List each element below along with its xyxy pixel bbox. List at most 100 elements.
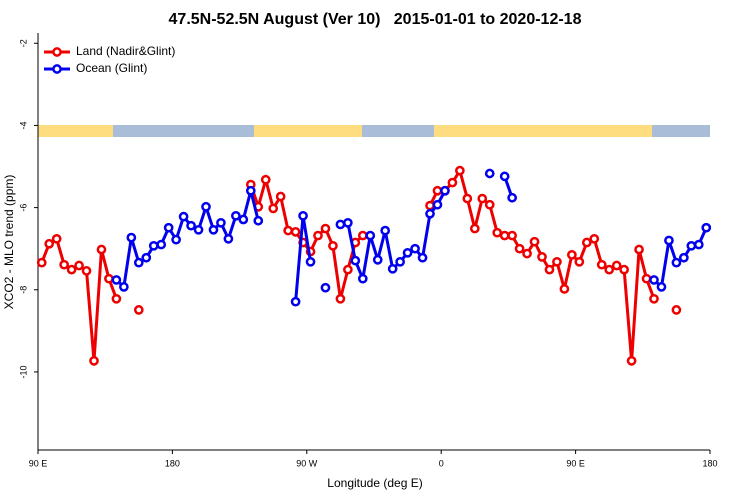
data-point [507, 230, 517, 241]
data-point [171, 234, 181, 245]
data-point [477, 193, 488, 204]
data-point [89, 355, 99, 366]
data-point [410, 243, 420, 254]
legend-marker [52, 47, 62, 57]
data-point [283, 225, 293, 236]
land-ocean-strip [38, 125, 710, 137]
series-line [115, 190, 260, 290]
data-point [656, 282, 667, 292]
data-point [462, 193, 473, 204]
data-point [119, 282, 129, 292]
data-point [387, 263, 398, 274]
land-strip [434, 125, 652, 137]
data-point [335, 219, 346, 230]
y-tick-label: -10 [18, 365, 28, 378]
y-tick-label: -4 [18, 121, 28, 129]
legend-label: Ocean (Glint) [76, 61, 147, 75]
data-point [634, 244, 644, 255]
data-point [432, 199, 443, 210]
data-point [96, 244, 107, 255]
data-point [574, 256, 585, 267]
data-point [223, 233, 234, 244]
data-point [275, 191, 286, 202]
data-point [469, 223, 480, 234]
data-point [357, 230, 368, 241]
data-point [163, 222, 174, 233]
data-point [537, 252, 547, 262]
data-point [492, 227, 503, 238]
data-point [253, 215, 264, 226]
data-point [671, 305, 682, 315]
data-point [44, 238, 55, 249]
legend-marker [52, 64, 62, 74]
data-point [581, 237, 592, 248]
data-point [133, 305, 144, 315]
data-point [686, 240, 697, 251]
data-point [141, 252, 152, 263]
data-point [626, 355, 637, 366]
data-point [484, 199, 495, 210]
data-point [201, 201, 211, 212]
x-tick-label: 180 [165, 458, 180, 468]
data-point [425, 200, 435, 211]
data-point [298, 210, 308, 221]
data-point [208, 224, 219, 235]
legend-label: Land (Nadir&Glint) [76, 44, 175, 58]
data-point [290, 296, 301, 307]
data-point [484, 168, 495, 179]
data-point [148, 240, 159, 251]
data-point [402, 247, 413, 258]
data-point [664, 235, 674, 246]
chart-title: 47.5N-52.5N August (Ver 10) 2015-01-01 t… [169, 11, 582, 28]
data-point [320, 223, 331, 234]
x-tick-label: 90 E [566, 458, 585, 468]
data-point [417, 252, 428, 263]
data-point [260, 174, 271, 185]
x-tick-label: 90 E [29, 458, 48, 468]
data-point [372, 254, 383, 265]
data-point [611, 260, 622, 271]
data-point [81, 266, 92, 276]
data-point [596, 259, 607, 270]
y-axis-label: XCO2 - MLO trend (ppm) [2, 175, 16, 310]
ocean-strip [652, 125, 710, 137]
data-point [499, 230, 510, 241]
data-point [111, 275, 122, 285]
land-strip [254, 125, 362, 137]
series-line [40, 236, 118, 361]
data-point [156, 239, 167, 250]
x-axis-label: Longitude (deg E) [327, 476, 422, 490]
land-strip [38, 125, 113, 137]
data-point [104, 273, 114, 284]
data-point [522, 248, 532, 259]
data-point [238, 214, 249, 225]
x-tick-label: 90 W [296, 458, 318, 468]
data-point [447, 177, 458, 188]
data-point [649, 275, 659, 285]
data-point [365, 230, 376, 241]
data-point [559, 284, 570, 294]
data-point [133, 257, 144, 268]
data-point [178, 211, 189, 222]
data-point [679, 252, 689, 263]
data-point [529, 236, 540, 247]
data-point [328, 240, 338, 251]
data-point [193, 224, 204, 235]
data-point [231, 210, 241, 221]
data-point [66, 264, 77, 275]
data-point [216, 217, 226, 228]
data-point [51, 233, 62, 244]
ocean-strip [113, 125, 254, 137]
data-point [589, 233, 600, 244]
data-point [320, 282, 331, 293]
data-point [507, 192, 517, 203]
data-point [693, 239, 704, 250]
data-point [343, 217, 353, 228]
data-point [619, 264, 629, 275]
ocean-strip [362, 125, 434, 137]
y-tick-label: -8 [18, 286, 28, 294]
data-point [268, 203, 279, 214]
data-point [74, 260, 84, 271]
data-point [111, 293, 122, 304]
